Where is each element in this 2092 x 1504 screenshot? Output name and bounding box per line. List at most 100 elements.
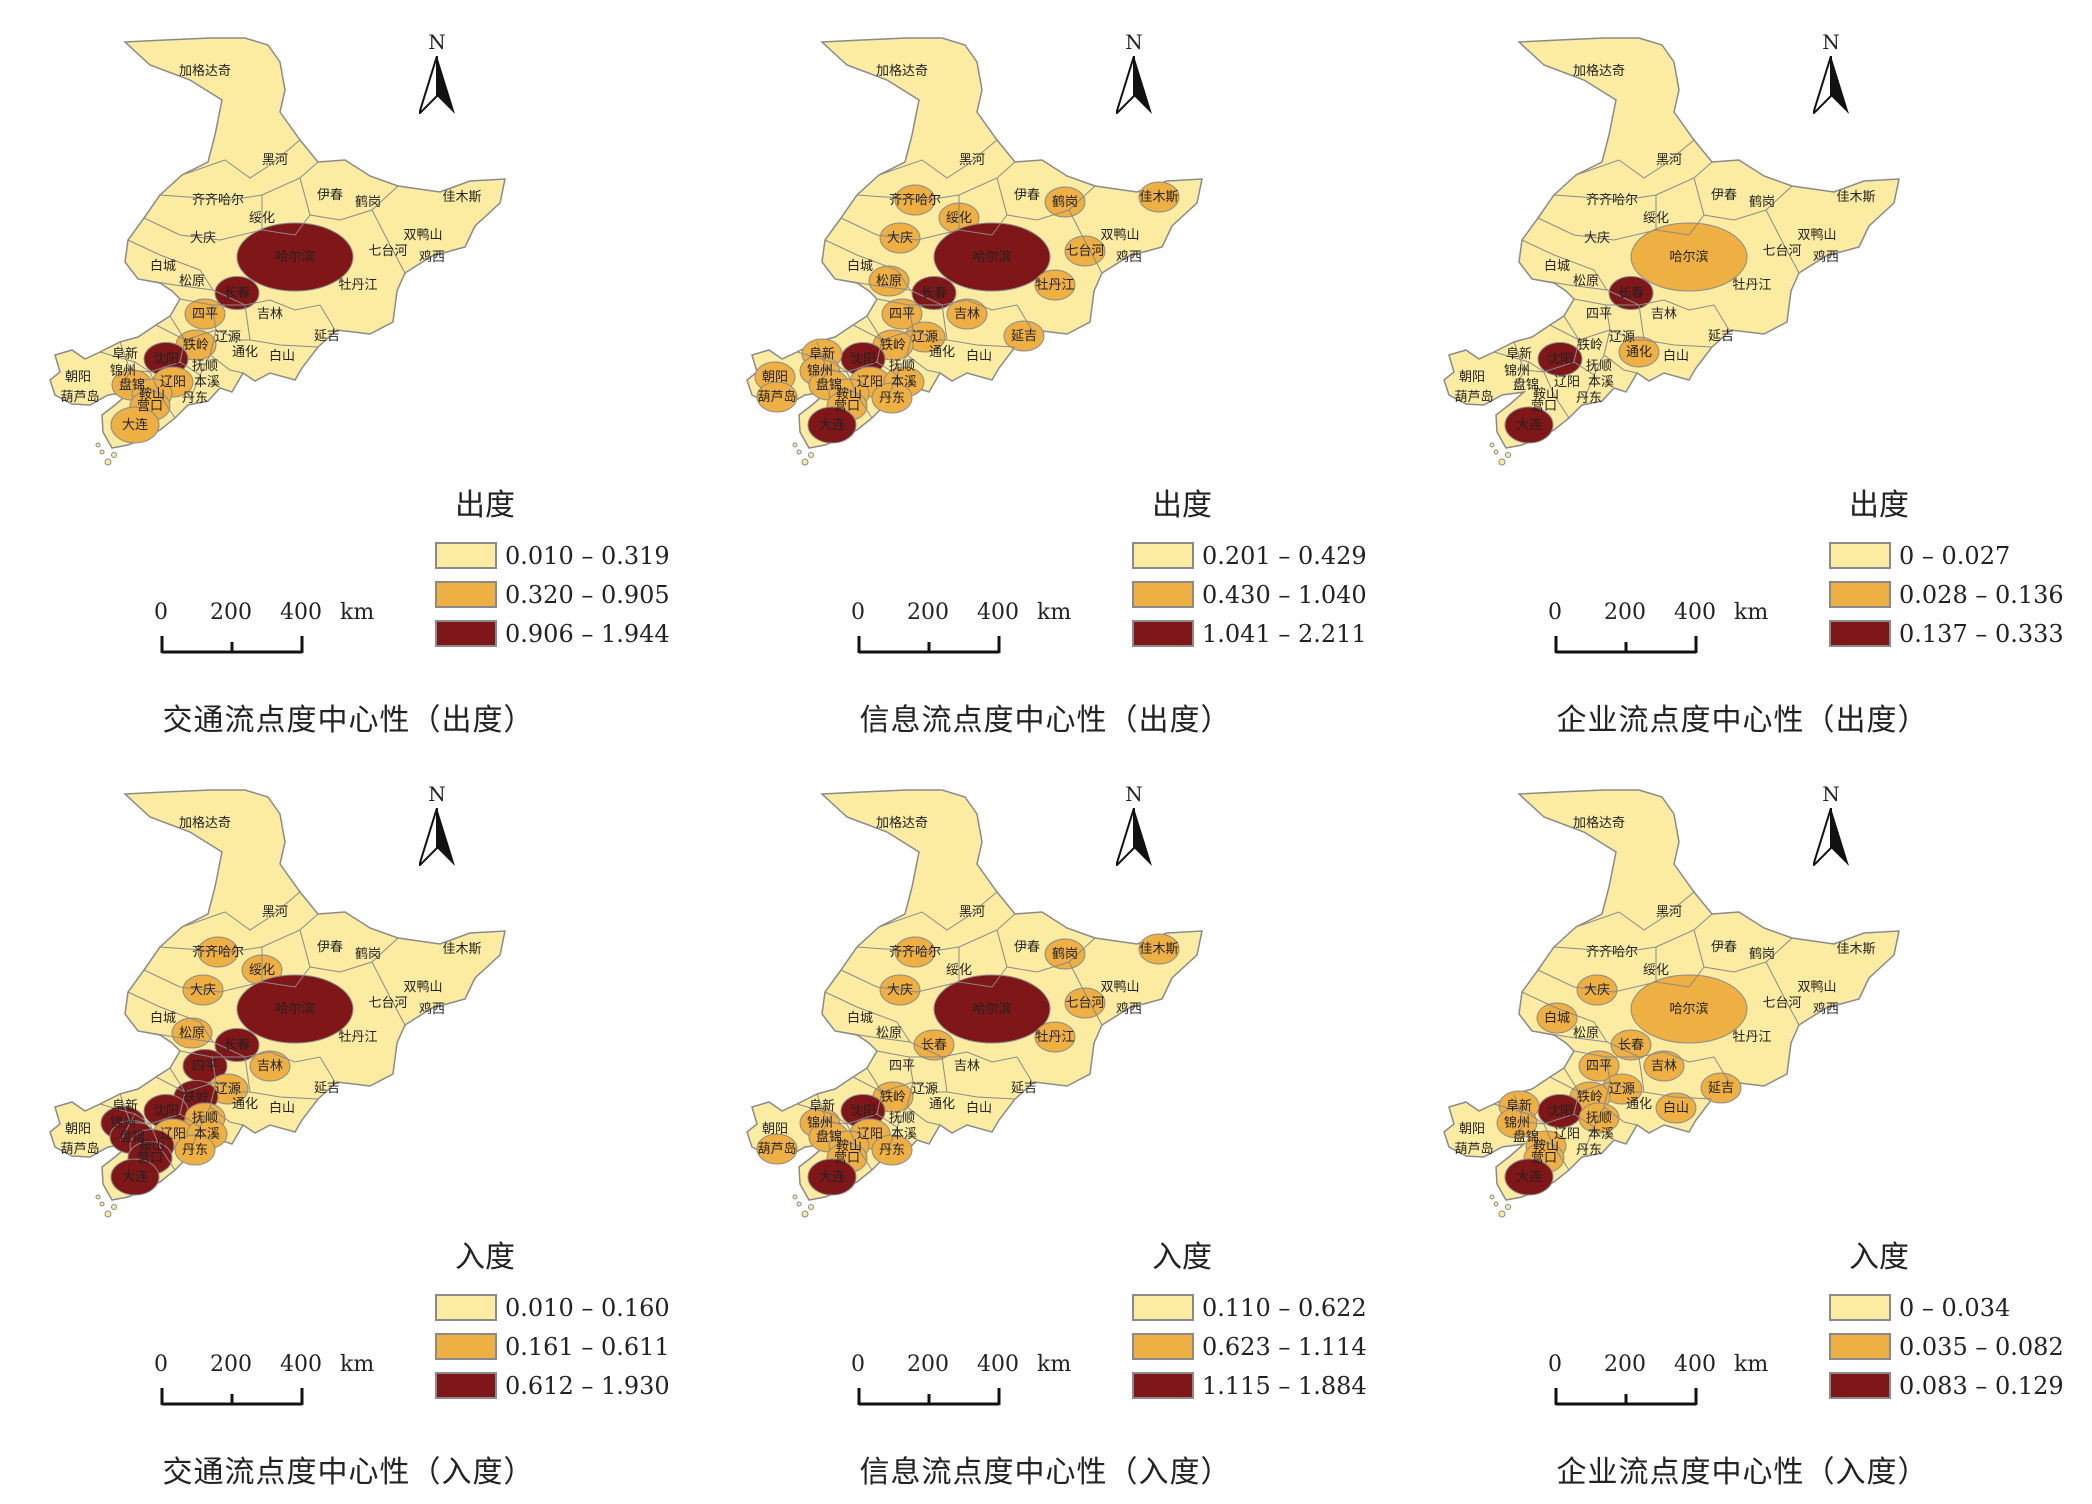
region-通化	[1618, 336, 1660, 368]
island	[808, 1204, 814, 1210]
city-boundary	[1521, 991, 1608, 1043]
city-label: 鸡西	[1116, 249, 1142, 265]
city-boundary	[149, 371, 176, 419]
city-label: 通化	[929, 1097, 955, 1112]
city-label: 齐齐哈尔	[192, 192, 244, 208]
city-label: 通化	[232, 345, 258, 360]
north-letter: N	[428, 782, 446, 806]
legend-swatch	[1132, 1294, 1194, 1321]
scale-tick-label: 0	[1548, 600, 1562, 625]
region-鹤岗	[1044, 186, 1086, 218]
city-label: 鹤岗	[355, 946, 381, 962]
legend-row: 0.906 – 1.944	[435, 614, 670, 653]
city-boundary	[846, 371, 873, 419]
scale-tick-label: 200	[907, 600, 949, 625]
legend-swatch	[1132, 1372, 1194, 1399]
city-label: 沈阳	[1547, 1104, 1573, 1119]
region-长春	[1608, 276, 1654, 310]
city-label: 伊春	[1014, 188, 1040, 203]
legend-swatch	[435, 581, 497, 608]
city-label: 葫芦岛	[757, 389, 796, 405]
island	[111, 452, 117, 458]
region-丹东	[871, 1134, 913, 1166]
city-label: 沈阳	[153, 352, 179, 367]
scale-bar-line	[1554, 1388, 1698, 1406]
legend-label: 0.430 – 1.040	[1202, 580, 1367, 609]
region-牡丹江	[1034, 1021, 1076, 1053]
legend-row: 0.110 – 0.622	[1132, 1288, 1367, 1327]
scale-bar-line	[160, 1388, 304, 1406]
scale-tick-label: 200	[1604, 600, 1646, 625]
city-label: 辽源	[912, 1082, 938, 1097]
legend-title: 入度	[455, 1240, 515, 1275]
legend-label: 0 – 0.034	[1899, 1293, 2011, 1322]
city-label: 白山	[269, 348, 295, 364]
city-label: 铁岭	[183, 338, 209, 353]
legend-title: 出度	[1152, 488, 1212, 523]
island	[104, 458, 112, 466]
region-哈尔滨	[1630, 974, 1748, 1044]
scale-tick-label: 200	[210, 600, 252, 625]
city-label: 加格达奇	[1573, 63, 1625, 79]
island	[111, 1204, 117, 1210]
city-label: 丹东	[879, 1143, 905, 1158]
city-label: 佳木斯	[442, 190, 481, 205]
north-arrow: N	[1811, 30, 1851, 118]
city-label: 大连	[122, 417, 148, 433]
region-大连	[1504, 1158, 1554, 1196]
city-label: 吉林	[257, 1059, 283, 1074]
city-boundary	[212, 289, 336, 331]
city-boundary	[99, 351, 181, 373]
city-boundary	[181, 139, 301, 179]
region-大连	[1504, 406, 1554, 444]
legend-row: 0.035 – 0.082	[1829, 1327, 2064, 1366]
city-boundary	[909, 289, 1033, 331]
city-label: 牡丹江	[338, 278, 377, 293]
scale-bar-line	[857, 1388, 1001, 1406]
city-label: 辽阳	[857, 375, 883, 390]
region-鹤岗	[1044, 938, 1086, 970]
island	[95, 1194, 101, 1200]
legend: 入度 0 – 0.034 0.035 – 0.082 0.083 – 0.129	[1829, 1232, 2064, 1405]
city-boundary	[137, 278, 214, 291]
legend-title: 入度	[1152, 1240, 1212, 1275]
city-label: 朝阳	[762, 370, 788, 385]
region-吉林	[249, 1050, 291, 1082]
region-长春	[1610, 1029, 1652, 1061]
city-label: 大庆	[887, 231, 913, 246]
city-label: 哈尔滨	[275, 1001, 314, 1017]
city-label: 沈阳	[1547, 352, 1573, 367]
city-label: 通化	[929, 345, 955, 360]
legend: 出度 0.010 – 0.319 0.320 – 0.905 0.906 – 1.94…	[435, 480, 670, 653]
legend-row: 1.041 – 2.211	[1132, 614, 1367, 653]
legend-row: 0 – 0.027	[1829, 536, 2064, 575]
region-丹东	[174, 1134, 216, 1166]
region-哈尔滨	[1630, 222, 1748, 292]
city-boundary	[211, 1056, 250, 1093]
city-boundary	[876, 1091, 908, 1128]
scale-bar-line	[857, 636, 1001, 654]
city-label: 鞍山	[139, 386, 165, 402]
city-boundary	[816, 341, 848, 373]
city-label: 辽阳	[160, 375, 186, 390]
city-label: 牡丹江	[1035, 278, 1074, 293]
legend: 入度 0.010 – 0.160 0.161 – 0.611 0.612 – 1.93…	[435, 1232, 670, 1405]
city-label: 鸡西	[1813, 249, 1839, 265]
region-白城	[1536, 1002, 1578, 1034]
city-label: 双鸭山	[1100, 228, 1139, 243]
city-boundary	[1537, 217, 1657, 241]
city-boundary	[149, 1123, 176, 1171]
scale-tick-label: 400	[1674, 600, 1716, 625]
city-label: 吉林	[954, 307, 980, 322]
city-label: 沈阳	[850, 352, 876, 367]
city-label: 四平	[192, 307, 218, 322]
region-沈阳	[1537, 342, 1583, 376]
city-boundary	[1606, 1041, 1730, 1083]
city-label: 辽阳	[1554, 375, 1580, 390]
city-label: 锦州	[1504, 1116, 1530, 1131]
region-齐齐哈尔	[197, 936, 239, 968]
legend-label: 0.137 – 0.333	[1899, 619, 2064, 648]
legend-label: 0 – 0.027	[1899, 541, 2011, 570]
city-label: 双鸭山	[403, 228, 442, 243]
